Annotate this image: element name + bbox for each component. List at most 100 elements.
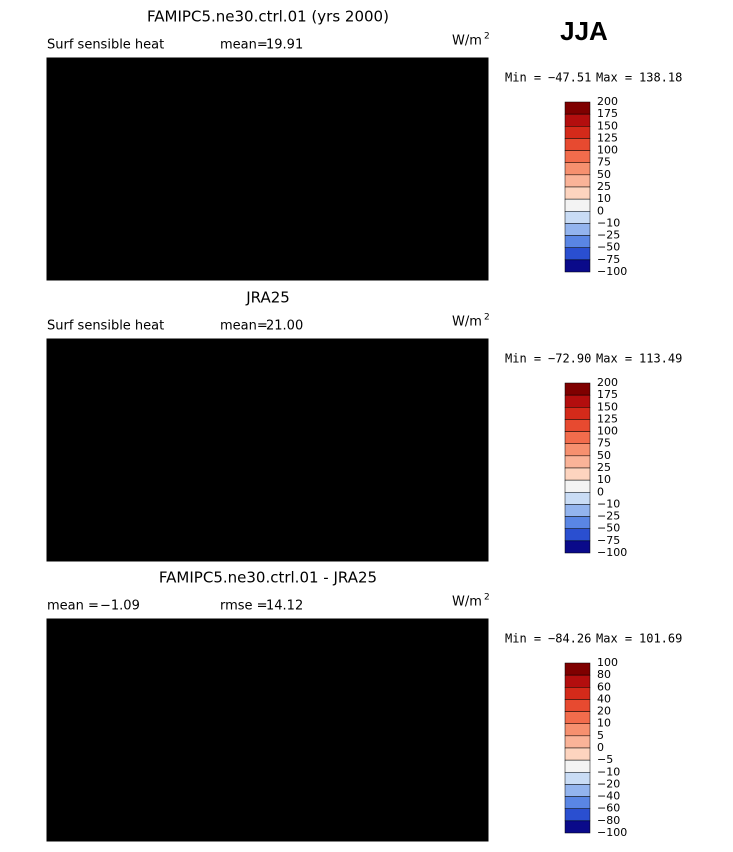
colorbar-label: 25 <box>597 180 611 193</box>
max-label: Max = <box>596 632 632 646</box>
colorbar-box <box>564 796 591 809</box>
units-exponent: 2 <box>484 313 490 323</box>
colorbar-box <box>564 504 591 517</box>
units: W/m <box>452 34 482 49</box>
colorbar-label: 100 <box>597 656 618 669</box>
colorbar-box <box>564 101 591 115</box>
field-label: Surf sensible heat <box>47 38 164 53</box>
map-frame <box>46 57 489 281</box>
colorbar-label: 100 <box>597 425 618 438</box>
max-label: Max = <box>596 352 632 366</box>
colorbar-label: 150 <box>597 119 618 132</box>
colorbar-box <box>564 431 591 444</box>
colorbar-label: 100 <box>597 144 618 157</box>
colorbar-label: −80 <box>597 814 620 827</box>
colorbar-label: 60 <box>597 680 611 693</box>
stat-label: mean= <box>220 319 268 334</box>
colorbar-box <box>564 235 591 248</box>
colorbar-box <box>564 808 591 822</box>
units: W/m <box>452 315 482 330</box>
colorbar-label: −75 <box>597 253 620 266</box>
colorbar-box <box>564 162 591 176</box>
colorbar-label: −100 <box>597 546 627 559</box>
colorbar-label: 10 <box>597 717 611 730</box>
colorbar-label: −60 <box>597 802 620 815</box>
colorbar-box <box>564 223 591 236</box>
stat-value: 19.91 <box>266 38 303 53</box>
colorbar-label: 0 <box>597 485 604 498</box>
colorbar-box <box>564 784 591 797</box>
mean-value: −1.09 <box>100 599 140 614</box>
colorbar-label: −40 <box>597 790 620 803</box>
colorbar-label: 5 <box>597 729 604 742</box>
max-value: 113.49 <box>639 352 682 366</box>
colorbar-label: 75 <box>597 437 611 450</box>
colorbar-label: 175 <box>597 388 618 401</box>
colorbar-label: −10 <box>597 497 620 510</box>
colorbar-box <box>564 150 591 163</box>
colorbar-box <box>564 113 591 127</box>
colorbar-box <box>564 382 591 396</box>
colorbar-box <box>564 198 591 212</box>
colorbar-label: 10 <box>597 192 611 205</box>
min-label: Min = <box>505 632 541 646</box>
colorbar-box <box>564 419 591 432</box>
panel-title: FAMIPC5.ne30.ctrl.01 (yrs 2000) <box>147 8 389 26</box>
colorbar-box <box>564 174 591 188</box>
colorbar-box <box>564 699 591 712</box>
panel-title: JRA25 <box>245 289 290 307</box>
season-label: JJA <box>560 16 608 46</box>
colorbar-box <box>564 126 591 139</box>
colorbar-box <box>564 662 591 676</box>
panel: FAMIPC5.ne30.ctrl.01 - JRA25 mean = −1.09 r… <box>46 569 682 842</box>
map-frame <box>46 338 489 562</box>
colorbar-label: 10 <box>597 473 611 486</box>
colorbar-label: −10 <box>597 216 620 229</box>
colorbar-label: −100 <box>597 265 627 278</box>
colorbar-box <box>564 455 591 469</box>
colorbar-box <box>564 528 591 542</box>
colorbar-box <box>564 138 591 151</box>
world-map <box>46 57 489 281</box>
panel-title: FAMIPC5.ne30.ctrl.01 - JRA25 <box>159 569 377 587</box>
colorbar-box <box>564 540 591 554</box>
colorbar-box <box>564 723 591 737</box>
colorbar-box <box>564 687 591 700</box>
colorbar-label: 40 <box>597 692 611 705</box>
world-map <box>46 338 489 562</box>
min-value: −47.51 <box>548 71 591 85</box>
colorbar-box <box>564 759 591 773</box>
colorbar-box <box>564 747 591 761</box>
field-label: Surf sensible heat <box>47 319 164 334</box>
colorbar-label: 20 <box>597 705 611 718</box>
min-label: Min = <box>505 71 541 85</box>
colorbar-label: −25 <box>597 510 620 523</box>
colorbar-label: −75 <box>597 534 620 547</box>
panel: FAMIPC5.ne30.ctrl.01 (yrs 2000) Surf sens… <box>46 8 682 281</box>
units-exponent: 2 <box>484 32 490 42</box>
panel: JRA25 Surf sensible heat mean=21.00 W/m 2 Min… <box>46 289 682 562</box>
min-value: −84.26 <box>548 632 591 646</box>
colorbar-label: 200 <box>597 95 618 108</box>
max-value: 138.18 <box>639 71 682 85</box>
stat-value: 14.12 <box>266 599 303 614</box>
colorbar-label: −10 <box>597 765 620 778</box>
colorbar-box <box>564 492 591 505</box>
colorbar-box <box>564 820 591 834</box>
colorbar-box <box>564 443 591 457</box>
colorbar-label: −25 <box>597 229 620 242</box>
colorbar-box <box>564 479 591 493</box>
colorbar-label: 75 <box>597 156 611 169</box>
colorbar-box <box>564 735 591 749</box>
map <box>46 618 489 842</box>
colorbar-label: 25 <box>597 461 611 474</box>
colorbar-label: −50 <box>597 522 620 535</box>
colorbar-label: 0 <box>597 204 604 217</box>
colorbar-box <box>564 674 591 688</box>
units: W/m <box>452 595 482 610</box>
colorbar-box <box>564 772 591 785</box>
colorbar-label: 175 <box>597 107 618 120</box>
colorbar-box <box>564 467 591 481</box>
colorbar-label: −50 <box>597 241 620 254</box>
